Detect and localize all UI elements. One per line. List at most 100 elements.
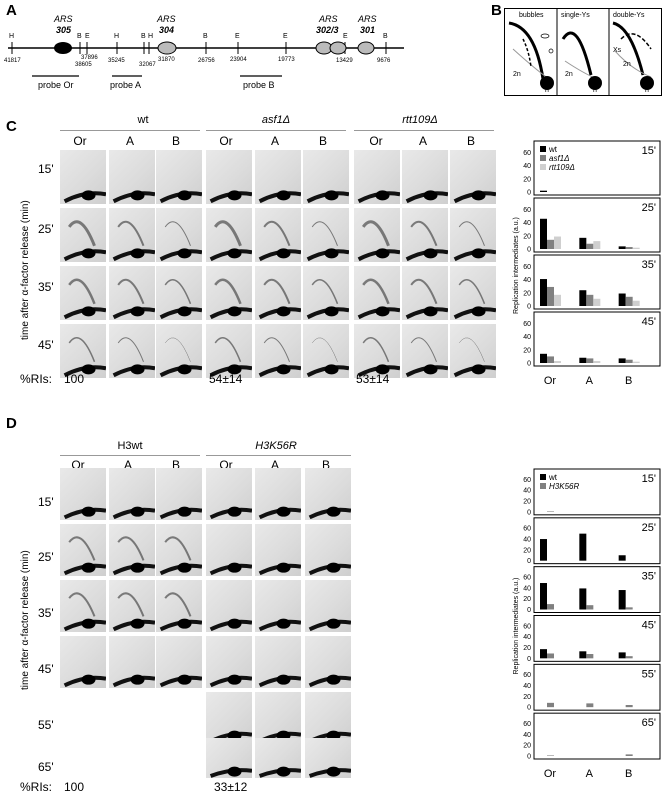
ri-value-h3wt: 100: [64, 780, 85, 794]
gel-blot-image: [156, 208, 202, 262]
gel-blot-image: [60, 324, 106, 378]
legend-swatch: [540, 483, 546, 489]
double-ys-label: double-Ys: [613, 12, 645, 19]
coord-label: 37896: [81, 55, 98, 61]
y-tick-label: 20: [523, 547, 531, 554]
group-underline: [60, 455, 200, 456]
category-label: B: [625, 375, 632, 387]
bar-asf1: [586, 243, 594, 249]
n-label: n: [645, 87, 649, 94]
legend-swatch: [540, 164, 546, 170]
ars305-label-l1: ARS: [54, 14, 73, 24]
chart-panel-time-label: 35': [642, 571, 656, 583]
coord-label: 19773: [278, 57, 295, 63]
coord-label: 32067: [139, 62, 156, 68]
site-letter: E: [283, 33, 288, 40]
gel-blot-image: [206, 266, 252, 320]
group-underline: [354, 130, 494, 131]
gel-blot-image: [156, 468, 202, 520]
gel-blot-image: [109, 468, 155, 520]
panel-letter-d: D: [6, 415, 17, 432]
bar-asf1: [586, 294, 594, 306]
chromosome-map-drawing: [8, 41, 404, 77]
bar-rtt109: [632, 361, 640, 363]
site-letter: H: [9, 33, 15, 40]
col-label: A: [270, 134, 279, 148]
y-tick-label: 0: [527, 304, 531, 311]
chart-panel-frame: [533, 712, 661, 760]
col-label: A: [418, 134, 427, 148]
gel-blot-image: [354, 266, 400, 320]
y-tick-label: 40: [523, 537, 531, 544]
gel-blot-image: [255, 692, 301, 744]
site-letter: E: [235, 33, 240, 40]
y-tick-label: 60: [523, 721, 531, 728]
col-label: B: [321, 458, 330, 472]
chart-panel-time-label: 15': [642, 473, 656, 485]
bar-h3k56r: [547, 511, 554, 512]
gel-blot-image: [450, 150, 496, 204]
time-label: 45': [38, 662, 54, 676]
bar-asf1: [547, 286, 554, 306]
coord-label: 38605: [75, 62, 92, 68]
chart-panel-time-label: 55': [642, 668, 656, 680]
y-tick-label: 60: [523, 207, 531, 214]
bar-h3k56r: [586, 605, 594, 610]
bar-h3k56r: [625, 754, 633, 756]
y-tick-label: 0: [527, 558, 531, 565]
col-label: A: [125, 134, 134, 148]
y-tick-label: 40: [523, 683, 531, 690]
gel-blot-image: [450, 324, 496, 378]
bar-h3k56r: [547, 755, 554, 756]
gel-blot-image: [60, 524, 106, 576]
gel-blot-image: [255, 738, 301, 778]
gel-blot-image: [60, 208, 106, 262]
category-label: Or: [544, 375, 557, 387]
gel-blot-image: [255, 266, 301, 320]
gel-blot-image: [255, 324, 301, 378]
chart-panel-time-label: 25': [642, 522, 656, 534]
y-tick-label: 20: [523, 743, 531, 750]
y-tick-label: 40: [523, 220, 531, 227]
ri-label: %RIs:: [20, 372, 53, 386]
chart-panel-time-label: 45': [642, 316, 656, 328]
ars3023-label-l2: 302/3: [316, 25, 339, 35]
y-axis-label: Replication intermediates (a.u.): [513, 578, 520, 675]
bar-h3k56r: [625, 705, 633, 708]
group-header-h3wt: H3wt: [117, 440, 143, 452]
gel-blot-image: [303, 150, 349, 204]
bar-wt: [540, 649, 547, 659]
gel-blot-image: [305, 636, 351, 688]
two-n-label: 2n: [565, 71, 573, 78]
bar-wt: [540, 539, 547, 561]
gel-blot-image: [305, 580, 351, 632]
y-tick-label: 20: [523, 176, 531, 183]
coord-label: 41817: [4, 58, 21, 64]
gel-blot-image: [206, 580, 252, 632]
gel-blot-image: [156, 150, 202, 204]
time-label: 15': [38, 495, 54, 509]
site-letter: B: [141, 33, 146, 40]
y-tick-label: 40: [523, 277, 531, 284]
site-letter: B: [77, 33, 82, 40]
time-label: 15': [38, 162, 54, 176]
col-label: Or: [219, 134, 233, 148]
coord-label: 26756: [198, 58, 215, 64]
bar-wt: [618, 246, 626, 249]
ri-value-h3k56r: 33±12: [214, 780, 248, 794]
time-label: 45': [38, 338, 54, 352]
panel-letter-a: A: [6, 2, 17, 19]
bar-asf1: [625, 359, 633, 363]
gel-blot-image: [156, 636, 202, 688]
legend-label: asf1Δ: [549, 154, 570, 163]
single-ys-label: single-Ys: [561, 12, 590, 19]
gel-blot-image: [402, 266, 448, 320]
ri-value-rtt109: 53±14: [356, 372, 390, 386]
y-tick-label: 0: [527, 705, 531, 712]
gel-blot-image: [109, 580, 155, 632]
bar-wt: [618, 293, 626, 306]
y-tick-label: 0: [527, 754, 531, 761]
coord-label: 35245: [108, 58, 125, 64]
probe-b-label: probe B: [243, 80, 275, 90]
